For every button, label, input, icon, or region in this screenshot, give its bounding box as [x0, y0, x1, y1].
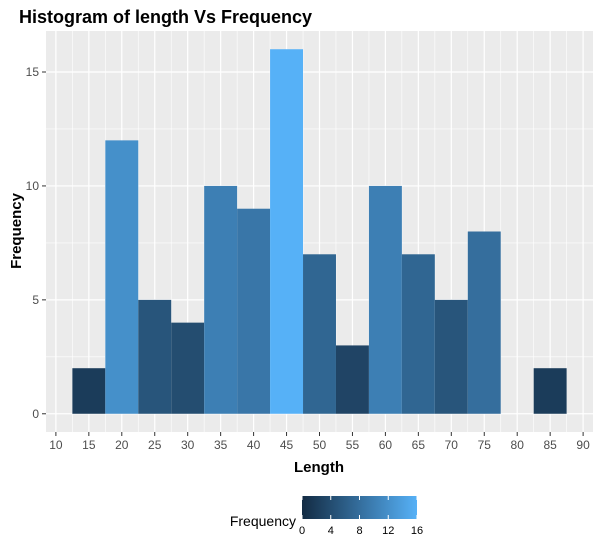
histogram-bar	[303, 254, 336, 414]
legend-tick-label: 4	[328, 525, 334, 537]
histogram-bar	[335, 345, 369, 414]
x-tick-label: 70	[445, 438, 459, 452]
x-tick-label: 40	[247, 438, 261, 452]
x-tick-label: 45	[280, 438, 294, 452]
x-tick-label: 60	[379, 438, 393, 452]
histogram-bar	[72, 368, 106, 414]
legend-title: Frequency	[230, 513, 296, 529]
histogram-bar	[171, 322, 205, 414]
y-axis-title: Frequency	[8, 192, 25, 269]
histogram-bar	[105, 140, 139, 414]
y-tick-label: 15	[26, 65, 40, 79]
histogram-bars	[72, 49, 567, 414]
y-axis: 0 5 10 15	[26, 65, 46, 421]
histogram-bar	[204, 185, 238, 414]
x-tick-label: 20	[115, 438, 129, 452]
x-tick-label: 90	[576, 438, 590, 452]
y-tick-label: 10	[26, 179, 40, 193]
x-tick-label: 35	[214, 438, 228, 452]
x-tick-label: 25	[148, 438, 162, 452]
y-tick-label: 0	[32, 407, 39, 421]
histogram-bar	[467, 231, 501, 414]
histogram-bar	[401, 254, 435, 414]
x-tick-label: 85	[543, 438, 557, 452]
legend-tick-label: 8	[356, 525, 362, 537]
chart-title: Histogram of length Vs Frequency	[19, 7, 312, 27]
histogram-bar	[237, 208, 271, 414]
histogram-bar	[368, 185, 402, 414]
x-axis-title: Length	[294, 459, 344, 476]
x-tick-label: 55	[346, 438, 360, 452]
x-axis: 10 15 20 25 30 35 40 45 50 55 60 65 70 75 80 85 90	[49, 432, 590, 452]
legend-tick-label: 16	[411, 525, 423, 537]
x-tick-label: 75	[478, 438, 492, 452]
y-tick-label: 5	[32, 293, 39, 307]
histogram-bar	[138, 299, 172, 414]
histogram-bar	[270, 49, 304, 414]
histogram-bar	[533, 368, 567, 414]
color-legend: Frequency 0 4 8 12 16	[230, 496, 423, 537]
legend-color-bar	[302, 496, 417, 519]
x-tick-label: 80	[511, 438, 525, 452]
legend-tick-label: 0	[299, 525, 305, 537]
x-tick-label: 30	[181, 438, 195, 452]
x-tick-label: 50	[313, 438, 327, 452]
x-tick-label: 65	[412, 438, 426, 452]
x-tick-label: 15	[82, 438, 96, 452]
histogram-bar	[434, 299, 468, 414]
legend-ticks: 0 4 8 12 16	[299, 496, 423, 537]
x-tick-label: 10	[49, 438, 63, 452]
legend-tick-label: 12	[382, 525, 394, 537]
